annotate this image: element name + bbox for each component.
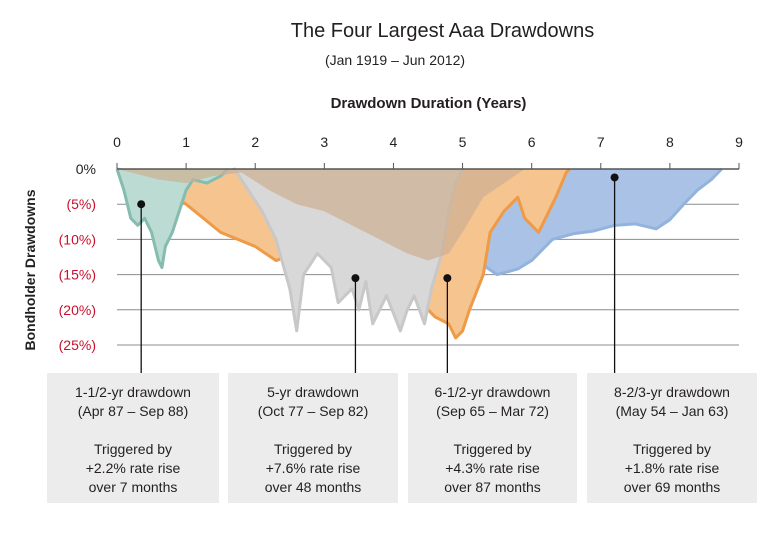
annotation-marker	[137, 200, 146, 209]
annotation-marker	[351, 274, 360, 283]
x-tick-label: 1	[182, 134, 190, 150]
x-tick-label: 4	[390, 134, 398, 150]
annotation-head: 6-1/2-yr drawdown	[434, 384, 551, 400]
series-area-beige	[117, 169, 525, 261]
series-area-teal	[117, 169, 228, 268]
annotation-trigger: Triggered by	[453, 441, 532, 457]
annotation-marker	[610, 173, 619, 182]
annotation-duration: over 69 months	[623, 479, 721, 495]
y-tick-label: (25%)	[59, 337, 96, 353]
annotation-box-8-67yr: 8-2/3-yr drawdown (May 54 – Jan 63) Trig…	[587, 373, 757, 503]
x-tick-label: 0	[113, 134, 121, 150]
annotation-rate-rise: +1.8% rate rise	[624, 460, 720, 476]
x-tick-label: 6	[528, 134, 536, 150]
series-layer	[115, 167, 723, 340]
annotation-trigger: Triggered by	[93, 441, 173, 457]
annotation-period: (May 54 – Jan 63)	[615, 403, 729, 419]
annotation-trigger: Triggered by	[632, 441, 712, 457]
annotation-rate-rise: +2.2% rate rise	[85, 460, 181, 476]
axis-layer: 0% (5%) (10%) (15%) (20%) (25%) 0 1 2 3 4 5 6 7 8 9	[59, 134, 743, 353]
y-tick-label: (5%)	[66, 196, 96, 212]
series-line-orange	[116, 167, 571, 340]
x-tick-label: 8	[666, 134, 674, 150]
annotation-box-6-5yr: 6-1/2-yr drawdown (Sep 65 – Mar 72) Trig…	[408, 373, 577, 503]
annotation-head: 5-yr drawdown	[267, 384, 359, 400]
x-tick-label: 9	[735, 134, 743, 150]
annotation-duration: over 7 months	[88, 479, 178, 495]
annotation-box-1-5yr: 1-1/2-yr drawdown (Apr 87 – Sep 88) Trig…	[47, 373, 219, 503]
y-tick-label: (20%)	[59, 302, 96, 318]
annotation-rate-rise: +4.3% rate rise	[445, 460, 540, 476]
marker-layer	[137, 173, 619, 373]
annotation-box-5yr: 5-yr drawdown (Oct 77 – Sep 82) Triggere…	[228, 373, 398, 503]
annotation-period: (Sep 65 – Mar 72)	[436, 403, 549, 419]
y-tick-label: (15%)	[59, 267, 96, 283]
x-tick-label: 3	[320, 134, 328, 150]
annotation-period: (Oct 77 – Sep 82)	[257, 403, 369, 419]
annotation-rate-rise: +7.6% rate rise	[265, 460, 361, 476]
annotation-period: (Apr 87 – Sep 88)	[77, 403, 189, 419]
annotation-duration: over 48 months	[264, 479, 362, 495]
annotation-head: 1-1/2-yr drawdown	[75, 384, 191, 400]
series-line-gray	[116, 167, 464, 333]
annotation-marker	[443, 274, 452, 283]
x-tick-label: 5	[459, 134, 467, 150]
x-tick-label: 2	[251, 134, 259, 150]
y-tick-label: (10%)	[59, 231, 96, 247]
x-axis-title: Drawdown Duration (Years)	[330, 95, 527, 112]
series-line-teal	[115, 167, 229, 270]
annotation-duration: over 87 months	[444, 479, 541, 495]
chart-title: The Four Largest Aaa Drawdowns	[290, 20, 595, 42]
y-tick-label: 0%	[76, 161, 96, 177]
annotation-head: 8-2/3-yr drawdown	[614, 384, 730, 400]
x-tick-label: 7	[597, 134, 605, 150]
chart-subtitle: (Jan 1919 – Jun 2012)	[324, 52, 466, 68]
annotation-trigger: Triggered by	[273, 441, 353, 457]
